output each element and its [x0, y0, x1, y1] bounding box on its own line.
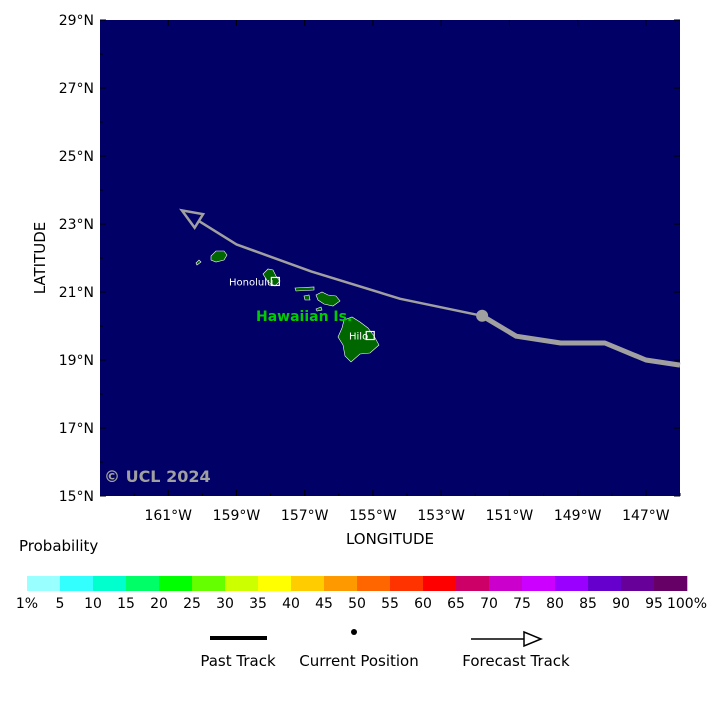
y-tick-label: 17°N	[59, 421, 94, 437]
forecast-track-legend-label: Forecast Track	[462, 652, 570, 670]
colorbar-swatch	[489, 576, 523, 591]
colorbar-swatch	[555, 576, 589, 591]
colorbar-swatch	[60, 576, 94, 591]
city-label: Honolulu	[229, 277, 273, 288]
colorbar-label: 85	[579, 596, 597, 612]
storm-tracks	[179, 208, 681, 368]
island-kahoolawe	[315, 306, 323, 312]
colorbar-label: 15	[117, 596, 135, 612]
past-track-legend-label: Past Track	[200, 652, 276, 670]
probability-colorbar	[27, 576, 688, 591]
forecast-arrow-head	[179, 208, 206, 230]
x-tick-label: 161°W	[144, 508, 192, 524]
current-position-legend-label: Current Position	[299, 652, 419, 670]
y-tick-label: 21°N	[59, 285, 94, 301]
colorbar-swatch	[159, 576, 193, 591]
colorbar-label: 30	[216, 596, 234, 612]
current-position-marker	[476, 309, 489, 322]
colorbar-label: 25	[183, 596, 201, 612]
colorbar-label: 75	[513, 596, 531, 612]
colorbar-swatch	[291, 576, 325, 591]
region-label: Hawaiian Is.	[256, 309, 352, 325]
legend-title: Probability	[19, 537, 98, 555]
forecast-track-line	[181, 209, 483, 318]
colorbar-swatch	[324, 576, 358, 591]
x-tick-label: 155°W	[349, 508, 397, 524]
colorbar-swatch	[192, 576, 226, 591]
colorbar-swatch	[588, 576, 622, 591]
x-tick-label: 147°W	[622, 508, 670, 524]
colorbar-label: 95	[645, 596, 663, 612]
city-label: Hilo	[349, 332, 368, 343]
colorbar-label: 65	[447, 596, 465, 612]
current-position-legend-dot	[351, 629, 357, 635]
colorbar-swatch	[522, 576, 556, 591]
probability-colorbar-labels: 1% 5 10 15 20 25 30 35 40 45 50 55 60 65 70 75 80 85 90 95 1…	[16, 596, 707, 612]
city-markers: Honolulu Hilo	[229, 276, 375, 343]
colorbar-label: 1%	[16, 596, 38, 612]
colorbar-label: 35	[249, 596, 267, 612]
y-tick-label: 15°N	[59, 489, 94, 505]
colorbar-label: 45	[315, 596, 333, 612]
past-track-line	[480, 313, 681, 368]
colorbar-label: 60	[414, 596, 432, 612]
colorbar-swatch	[654, 576, 688, 591]
hawaiian-islands	[195, 250, 380, 363]
colorbar-swatch	[621, 576, 655, 591]
watermark: © UCL 2024	[104, 467, 211, 486]
colorbar-swatch	[390, 576, 424, 591]
colorbar-swatch	[126, 576, 160, 591]
x-tick-label: 157°W	[281, 508, 329, 524]
y-tick-label: 27°N	[59, 81, 94, 97]
colorbar-label: 55	[381, 596, 399, 612]
colorbar-label: 40	[282, 596, 300, 612]
y-tick-label: 23°N	[59, 217, 94, 233]
colorbar-label: 80	[546, 596, 564, 612]
city-marker	[270, 276, 280, 287]
map-axes: 161°W 159°W 157°W 155°W 153°W 151°W 149°W 147°W…	[59, 13, 681, 524]
colorbar-label: 10	[84, 596, 102, 612]
y-tick-label: 25°N	[59, 149, 94, 165]
x-tick-label: 151°W	[486, 508, 534, 524]
x-tick-label: 153°W	[417, 508, 465, 524]
colorbar-label: 70	[480, 596, 498, 612]
x-tick-label: 159°W	[213, 508, 261, 524]
colorbar-label: 90	[612, 596, 630, 612]
colorbar-swatch	[93, 576, 127, 591]
island-maui	[315, 291, 341, 307]
y-tick-label: 29°N	[59, 13, 94, 29]
island-kauai	[210, 250, 228, 263]
x-tick-label: 149°W	[554, 508, 602, 524]
colorbar-label: 20	[150, 596, 168, 612]
city-marker	[365, 330, 375, 341]
y-axis-label: LATITUDE	[31, 222, 49, 295]
island-hawaii	[337, 316, 380, 363]
forecast-track-legend-arrow	[471, 630, 543, 648]
colorbar-label: 50	[348, 596, 366, 612]
ocean-background	[100, 20, 680, 496]
colorbar-label: 5	[56, 596, 65, 612]
colorbar-swatch	[258, 576, 292, 591]
y-tick-label: 19°N	[59, 353, 94, 369]
island-molokai	[294, 286, 315, 292]
colorbar-swatch	[423, 576, 457, 591]
x-axis-label: LONGITUDE	[346, 530, 434, 548]
colorbar-swatch	[225, 576, 259, 591]
colorbar-swatch	[456, 576, 490, 591]
island-niihau	[195, 259, 202, 266]
colorbar-swatch	[357, 576, 391, 591]
colorbar-swatch	[27, 576, 61, 591]
island-lanai	[303, 294, 311, 301]
colorbar-label: 100%	[667, 596, 707, 612]
